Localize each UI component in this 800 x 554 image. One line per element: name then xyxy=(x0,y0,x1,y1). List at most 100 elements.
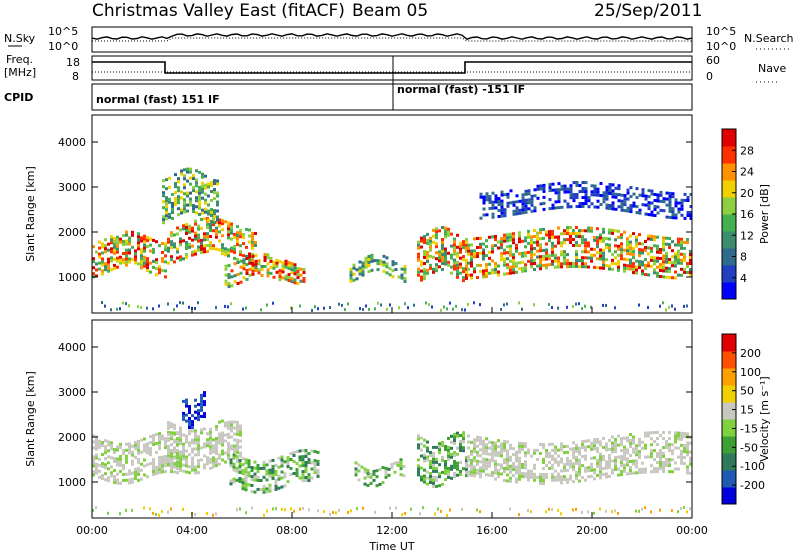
heatmap-cell xyxy=(521,475,524,478)
heatmap-cell xyxy=(435,478,438,482)
heatmap-cell xyxy=(116,463,119,467)
heatmap-cell xyxy=(316,462,320,466)
heatmap-cell xyxy=(266,303,268,307)
heatmap-cell xyxy=(683,192,687,196)
heatmap-cell xyxy=(162,215,165,219)
heatmap-cell xyxy=(623,457,626,461)
heatmap-cell xyxy=(476,508,478,512)
heatmap-cell xyxy=(521,211,525,215)
heatmap-cell xyxy=(494,462,497,466)
heatmap-cell xyxy=(545,452,548,455)
heatmap-cell xyxy=(503,449,506,452)
heatmap-cell xyxy=(614,207,618,211)
heatmap-cell xyxy=(367,261,371,264)
heatmap-cell xyxy=(632,201,636,205)
heatmap-cell xyxy=(173,308,175,312)
heatmap-cell xyxy=(110,238,113,242)
heatmap-cell xyxy=(224,220,227,224)
heatmap-cell xyxy=(599,233,602,237)
heatmap-cell xyxy=(248,234,251,238)
heatmap-cell xyxy=(245,306,247,310)
heatmap-cell xyxy=(509,446,512,450)
heatmap-cell xyxy=(438,250,441,254)
heatmap-cell xyxy=(617,235,620,239)
heatmap-cell xyxy=(402,474,406,478)
heatmap-cell xyxy=(152,473,155,476)
heatmap-cell xyxy=(209,226,212,229)
heatmap-cell xyxy=(614,456,617,459)
heatmap-cell xyxy=(101,474,104,477)
heatmap-cell xyxy=(491,247,494,251)
heatmap-cell xyxy=(174,173,177,177)
heatmap-cell xyxy=(656,443,659,446)
heatmap-cell xyxy=(614,306,616,310)
heatmap-cell xyxy=(429,239,432,243)
heatmap-cell xyxy=(440,509,442,513)
colorbar-swatch xyxy=(722,248,736,266)
heatmap-cell xyxy=(209,430,212,434)
heatmap-cell xyxy=(641,263,644,267)
heatmap-cell xyxy=(611,228,614,232)
heatmap-cell xyxy=(431,305,433,309)
heatmap-cell xyxy=(533,475,536,479)
heatmap-cell xyxy=(623,463,626,467)
heatmap-cell xyxy=(500,214,504,218)
heatmap-cell xyxy=(92,260,95,264)
heatmap-cell xyxy=(453,451,456,454)
colorbar-swatch xyxy=(722,487,736,505)
heatmap-cell xyxy=(683,198,687,202)
heatmap-cell xyxy=(134,255,137,259)
freq-trace xyxy=(92,61,692,74)
heatmap-cell xyxy=(485,239,488,243)
heatmap-cell xyxy=(581,455,584,459)
heatmap-cell xyxy=(569,193,573,197)
heatmap-cell xyxy=(512,253,515,257)
heatmap-cell xyxy=(467,464,470,468)
heatmap-cell xyxy=(239,454,242,458)
heatmap-cell xyxy=(533,188,537,192)
heatmap-cell xyxy=(614,238,617,242)
heatmap-cell xyxy=(566,480,569,484)
heatmap-cell xyxy=(179,301,181,305)
heatmap-cell xyxy=(632,435,635,439)
heatmap-cell xyxy=(128,469,131,473)
heatmap-cell xyxy=(253,460,257,464)
heatmap-cell xyxy=(611,252,614,256)
heatmap-cell xyxy=(542,473,545,476)
heatmap-cell xyxy=(179,243,182,247)
heatmap-cell xyxy=(450,434,453,438)
heatmap-cell xyxy=(599,251,602,255)
heatmap-cell xyxy=(587,256,590,260)
heatmap-cell xyxy=(403,280,407,283)
heatmap-cell xyxy=(250,469,254,472)
heatmap-cell xyxy=(602,248,605,252)
heatmap-cell xyxy=(459,446,462,449)
heatmap-cell xyxy=(566,305,568,309)
heatmap-cell xyxy=(542,183,546,187)
heatmap-cell xyxy=(497,475,500,479)
heatmap-cell xyxy=(298,476,302,480)
heatmap-cell xyxy=(665,461,668,464)
heatmap-cell xyxy=(134,252,137,256)
heatmap-cell xyxy=(167,444,170,448)
heatmap-cell xyxy=(432,478,435,482)
heatmap-cell xyxy=(467,470,470,474)
heatmap-cell xyxy=(602,197,606,201)
heatmap-cell xyxy=(617,253,620,257)
heatmap-cell xyxy=(581,235,584,239)
heatmap-cell xyxy=(593,511,595,515)
heatmap-cell xyxy=(230,302,232,306)
heatmap-cell xyxy=(533,268,536,271)
heatmap-cell xyxy=(626,448,629,452)
heatmap-cell xyxy=(473,255,476,259)
heatmap-cell xyxy=(521,260,524,264)
heatmap-cell xyxy=(638,453,641,456)
heatmap-cell xyxy=(635,235,638,239)
heatmap-cell xyxy=(101,272,104,276)
heatmap-cell xyxy=(417,467,420,471)
heatmap-cell xyxy=(268,486,272,490)
heatmap-cell xyxy=(465,474,468,478)
x-tick-label: 08:00 xyxy=(276,524,308,537)
heatmap-cell xyxy=(274,484,278,488)
heatmap-cell xyxy=(173,432,176,436)
